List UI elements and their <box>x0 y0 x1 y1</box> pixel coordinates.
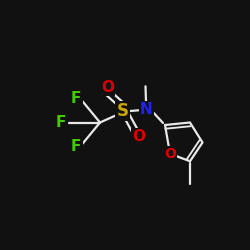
Text: N: N <box>140 102 152 118</box>
Text: O: O <box>132 129 145 144</box>
Text: F: F <box>71 91 82 106</box>
Text: O: O <box>101 80 114 95</box>
Text: F: F <box>56 115 66 130</box>
Text: S: S <box>116 102 128 120</box>
Text: F: F <box>71 139 82 154</box>
Text: O: O <box>164 147 176 161</box>
